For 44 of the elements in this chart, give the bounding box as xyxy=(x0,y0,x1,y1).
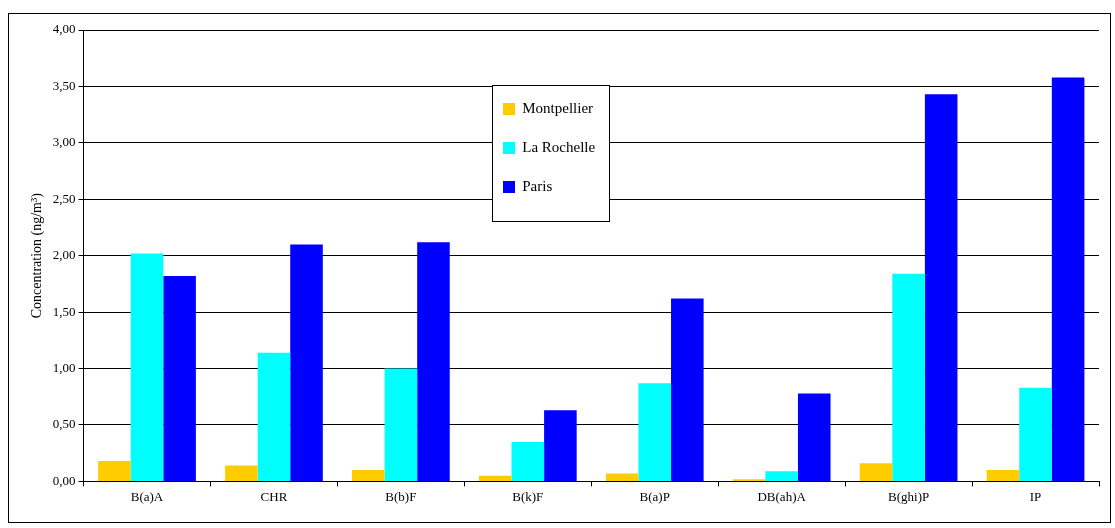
y-tick-label: 2,00 xyxy=(52,247,76,263)
bar xyxy=(892,273,925,481)
x-tick-label: DB(ah)A xyxy=(757,488,807,504)
bar xyxy=(478,475,512,481)
bar xyxy=(986,470,1020,481)
x-tick-label: IP xyxy=(1029,488,1042,504)
y-tick-label: 1,50 xyxy=(52,303,76,319)
x-tick-label: B(k)F xyxy=(512,488,544,504)
bar xyxy=(1051,77,1085,481)
bar xyxy=(417,242,450,481)
bar xyxy=(130,253,164,481)
bar xyxy=(352,470,385,481)
y-tick-label: 3,50 xyxy=(52,77,76,93)
bar xyxy=(384,368,418,481)
y-tick-label: 1,00 xyxy=(52,359,76,375)
y-tick-label: 0,50 xyxy=(52,416,76,432)
y-tick-label: 4,00 xyxy=(52,21,76,37)
bar xyxy=(1019,387,1052,481)
bar xyxy=(225,465,258,481)
bar xyxy=(290,244,323,481)
legend-label: La Rochelle xyxy=(522,139,596,156)
legend-label: Paris xyxy=(522,178,553,195)
x-tick-label: B(ghi)P xyxy=(888,488,930,504)
bar xyxy=(797,393,831,481)
bar xyxy=(544,410,577,481)
y-tick-label: 2,50 xyxy=(52,190,76,206)
bar xyxy=(638,383,672,481)
y-tick-label: 0,00 xyxy=(52,472,76,488)
bar xyxy=(765,471,798,481)
x-tick-label: B(a)P xyxy=(639,488,670,504)
bar xyxy=(671,298,704,481)
legend-label: Montpellier xyxy=(522,100,594,117)
bar xyxy=(859,463,893,481)
y-axis-title: Concentration (ng/m³) xyxy=(29,192,46,319)
x-tick-label: B(a)A xyxy=(130,488,164,504)
bar xyxy=(924,94,958,481)
bar xyxy=(163,276,196,481)
bar xyxy=(605,473,639,481)
bar xyxy=(98,461,131,481)
bar xyxy=(257,352,291,481)
y-tick-label: 3,00 xyxy=(52,134,76,150)
bar xyxy=(511,441,545,481)
x-tick-label: B(b)F xyxy=(385,488,417,504)
x-tick-label: CHR xyxy=(260,488,288,504)
